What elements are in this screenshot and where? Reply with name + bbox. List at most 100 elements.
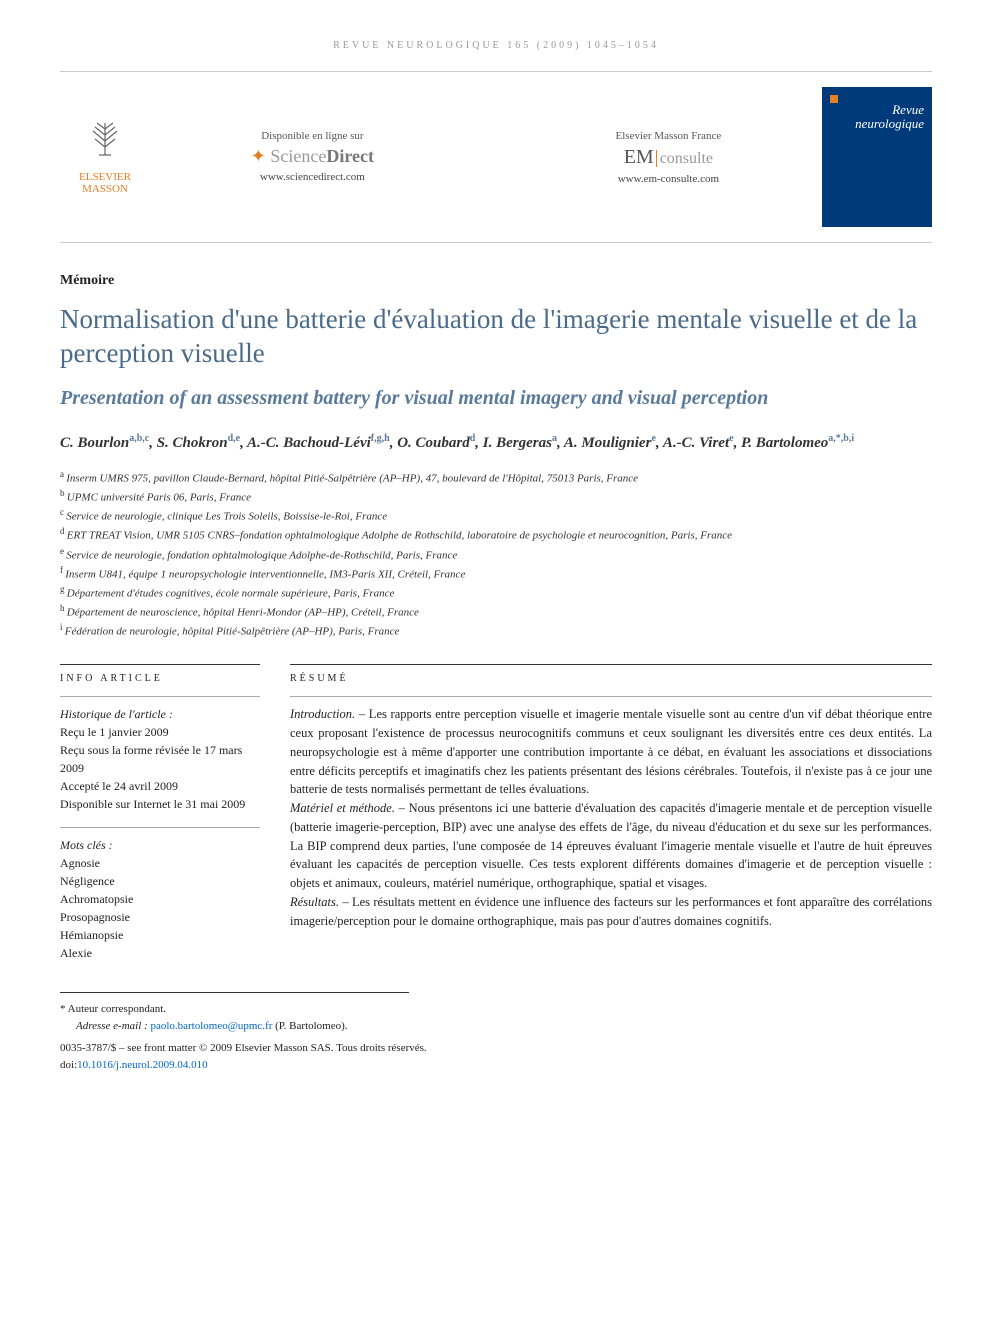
corresponding-author: * Auteur correspondant. <box>60 1001 409 1018</box>
bottom-meta: 0035-3787/$ – see front matter © 2009 El… <box>60 1040 932 1073</box>
author-affil-sup: d <box>470 433 476 444</box>
footnote-label: Auteur correspondant. <box>68 1003 166 1015</box>
info-column: INFO ARTICLE Historique de l'article : R… <box>60 664 260 962</box>
affiliation: d ERT TREAT Vision, UMR 5105 CNRS–fondat… <box>60 525 932 544</box>
cover-line2: neurologique <box>855 117 924 131</box>
publisher-line1: ELSEVIER <box>79 171 131 183</box>
keyword: Hémianopsie <box>60 926 260 944</box>
affil-sup: d <box>60 526 67 536</box>
affiliations-list: a Inserm UMRS 975, pavillon Claude-Berna… <box>60 468 932 640</box>
author-affil-sup: f,g,h <box>371 433 390 444</box>
cover-line1: Revue <box>855 103 924 117</box>
affiliation: a Inserm UMRS 975, pavillon Claude-Berna… <box>60 468 932 487</box>
cover-journal-name: Revue neurologique <box>855 103 924 132</box>
resume-section-label: Matériel et méthode. – <box>290 801 405 815</box>
author: A.-C. Viret <box>663 435 729 451</box>
footnote-symbol: * <box>60 1003 66 1015</box>
resume-section: Résultats. – Les résultats mettent en év… <box>290 893 932 931</box>
info-heading: INFO ARTICLE <box>60 664 260 684</box>
affiliation: c Service de neurologie, clinique Les Tr… <box>60 506 932 525</box>
sd-word2: Direct <box>326 146 374 166</box>
history-line: Reçu sous la forme révisée le 17 mars 20… <box>60 741 260 777</box>
author: A.-C. Bachoud-Lévi <box>247 435 371 451</box>
keyword: Achromatopsie <box>60 890 260 908</box>
resume-column: RÉSUMÉ Introduction. – Les rapports entr… <box>290 664 932 962</box>
consulte-word: consulte <box>656 150 713 167</box>
article-title-fr: Normalisation d'une batterie d'évaluatio… <box>60 303 932 371</box>
resume-body: Introduction. – Les rapports entre perce… <box>290 696 932 930</box>
history-line: Reçu le 1 janvier 2009 <box>60 723 260 741</box>
affiliation: b UPMC université Paris 06, Paris, Franc… <box>60 487 932 506</box>
authors-list: C. Bourlona,b,c, S. Chokrond,e, A.-C. Ba… <box>60 431 932 455</box>
keyword: Prosopagnosie <box>60 908 260 926</box>
publisher-name: ELSEVIER MASSON <box>79 171 131 195</box>
affil-sup: h <box>60 603 67 613</box>
affiliation: e Service de neurologie, fondation ophta… <box>60 545 932 564</box>
article-type: Mémoire <box>60 273 932 289</box>
keyword: Négligence <box>60 872 260 890</box>
history-heading: Historique de l'article : <box>60 705 260 723</box>
keywords-block: Mots clés : AgnosieNégligenceAchromatops… <box>60 827 260 962</box>
em-url[interactable]: www.em-consulte.com <box>616 173 722 185</box>
author: I. Bergeras <box>483 435 552 451</box>
author: P. Bartolomeo <box>741 435 828 451</box>
author: O. Coubard <box>397 435 470 451</box>
issn-copyright: 0035-3787/$ – see front matter © 2009 El… <box>60 1040 932 1057</box>
affiliation: g Département d'études cognitives, école… <box>60 583 932 602</box>
author-affil-sup: d,e <box>228 433 241 444</box>
author-affil-sup: e <box>651 433 655 444</box>
running-header: REVUE NEUROLOGIQUE 165 (2009) 1045–1054 <box>60 40 932 51</box>
affiliation: h Département de neuroscience, hôpital H… <box>60 602 932 621</box>
sciencedirect-block: Disponible en ligne sur ✦ ScienceDirect … <box>251 130 374 185</box>
journal-cover: Revue neurologique <box>822 87 932 227</box>
article-history: Historique de l'article : Reçu le 1 janv… <box>60 696 260 813</box>
affil-sup: g <box>60 584 67 594</box>
cover-square-icon <box>830 95 838 103</box>
resume-heading: RÉSUMÉ <box>290 664 932 684</box>
author: S. Chokron <box>157 435 228 451</box>
doi-link[interactable]: 10.1016/j.neurol.2009.04.010 <box>77 1059 207 1071</box>
doi-line: doi:10.1016/j.neurol.2009.04.010 <box>60 1057 932 1074</box>
sciencedirect-logo: ✦ ScienceDirect <box>251 146 374 167</box>
author: A. Moulignier <box>564 435 652 451</box>
publisher-line2: MASSON <box>79 183 131 195</box>
email-link[interactable]: paolo.bartolomeo@upmc.fr <box>150 1020 272 1032</box>
keyword: Agnosie <box>60 854 260 872</box>
affil-sup: a <box>60 469 66 479</box>
affil-sup: i <box>60 622 65 632</box>
sd-dots-icon: ✦ <box>251 146 266 166</box>
history-line: Disponible sur Internet le 31 mai 2009 <box>60 795 260 813</box>
author-affil-sup: a,*,b,i <box>828 433 854 444</box>
content-columns: INFO ARTICLE Historique de l'article : R… <box>60 664 932 962</box>
history-line: Accepté le 24 avril 2009 <box>60 777 260 795</box>
affil-sup: c <box>60 507 66 517</box>
affil-sup: f <box>60 565 65 575</box>
email-label: Adresse e-mail : <box>76 1020 148 1032</box>
email-suffix: (P. Bartolomeo). <box>272 1020 347 1032</box>
resume-section-label: Introduction. – <box>290 707 365 721</box>
sd-toplabel: Disponible en ligne sur <box>251 130 374 142</box>
keyword: Alexie <box>60 944 260 962</box>
affiliation: i Fédération de neurologie, hôpital Piti… <box>60 621 932 640</box>
email-line: Adresse e-mail : paolo.bartolomeo@upmc.f… <box>60 1018 409 1035</box>
em-word: EM <box>624 146 654 168</box>
header-services: Disponible en ligne sur ✦ ScienceDirect … <box>150 130 822 185</box>
sd-word1: Science <box>270 146 326 166</box>
author-affil-sup: a <box>552 433 557 444</box>
publisher-logo: ELSEVIER MASSON <box>60 119 150 195</box>
author-affil-sup: a,b,c <box>129 433 149 444</box>
elsevier-tree-icon <box>85 119 125 168</box>
sd-url[interactable]: www.sciencedirect.com <box>251 171 374 183</box>
affil-sup: e <box>60 546 66 556</box>
footnotes: * Auteur correspondant. Adresse e-mail :… <box>60 992 409 1034</box>
keywords-heading: Mots clés : <box>60 836 260 854</box>
resume-section: Matériel et méthode. – Nous présentons i… <box>290 799 932 893</box>
em-toplabel: Elsevier Masson France <box>616 130 722 142</box>
doi-label: doi: <box>60 1059 77 1071</box>
resume-section-label: Résultats. – <box>290 895 349 909</box>
emconsulte-logo: EMconsulte <box>616 146 722 169</box>
emconsulte-block: Elsevier Masson France EMconsulte www.em… <box>616 130 722 185</box>
article-title-en: Presentation of an assessment battery fo… <box>60 385 932 411</box>
resume-section: Introduction. – Les rapports entre perce… <box>290 705 932 799</box>
author: C. Bourlon <box>60 435 129 451</box>
